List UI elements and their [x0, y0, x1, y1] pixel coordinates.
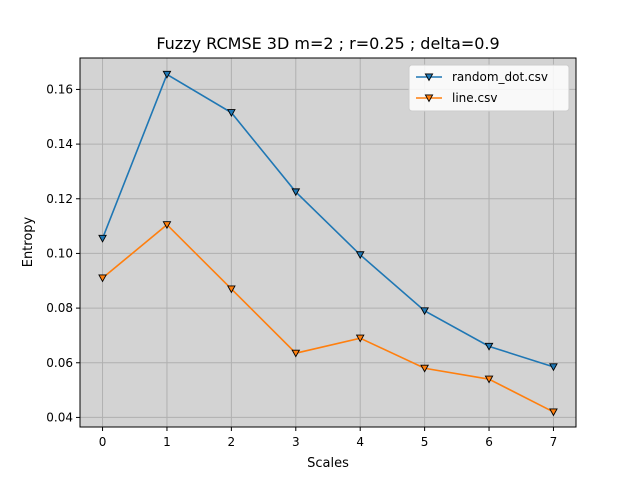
y-tick-label: 0.16 [46, 82, 73, 96]
legend: random_dot.csv line.csv [408, 64, 570, 112]
series-2-point [227, 285, 236, 294]
series-2-point [484, 375, 494, 384]
x-tick-label: 2 [228, 435, 236, 449]
legend-box [408, 64, 570, 112]
y-tick-label: 0.08 [46, 301, 73, 315]
series-1-point [291, 188, 301, 197]
series-1-point [227, 109, 236, 118]
series-1-point [420, 307, 429, 316]
grid [80, 58, 576, 427]
series-2-point [420, 364, 429, 373]
y-tick-label: 0.12 [46, 192, 73, 206]
series-1-point [98, 234, 107, 243]
x-tick-label: 0 [99, 435, 107, 449]
series-2-point [162, 221, 172, 230]
y-axis-label: Entropy [21, 216, 36, 267]
legend-marker-2 [424, 94, 434, 103]
legend-marker-1 [424, 73, 434, 82]
y-tick-label: 0.06 [46, 356, 73, 370]
series-1-line [101, 73, 554, 368]
series-1-point [549, 363, 558, 372]
x-tick-label: 7 [550, 435, 558, 449]
series-2-point [98, 274, 107, 283]
series-1-point [484, 342, 494, 351]
legend-label-2: line.csv [452, 91, 497, 105]
y-tick-label: 0.10 [46, 246, 73, 260]
series-2-line [102, 223, 554, 413]
plot-frame [79, 57, 577, 428]
chart-title: Fuzzy RCMSE 3D m=2 ; r=0.25 ; delta=0.9 [156, 34, 499, 53]
series-1-point [355, 251, 365, 260]
x-tick-label: 5 [421, 435, 429, 449]
x-tick-label: 1 [163, 435, 171, 449]
series-2-point [355, 334, 365, 343]
x-tick-label: 3 [292, 435, 300, 449]
series-2-point [549, 408, 558, 417]
series-2-point [291, 349, 301, 358]
axis-ticks: 0 1 2 3 4 5 6 7 0.04 0.06 0.08 0.10 0.12 0.14 0.16 [46, 82, 557, 449]
series-1-point [162, 70, 172, 79]
x-tick-label: 6 [485, 435, 493, 449]
x-tick-label: 4 [356, 435, 364, 449]
y-tick-label: 0.14 [46, 137, 73, 151]
legend-label-1: random_dot.csv [452, 70, 548, 84]
series-lines [98, 70, 558, 417]
plot-area [80, 58, 576, 427]
y-tick-label: 0.04 [46, 410, 73, 424]
x-axis-label: Scales [307, 456, 349, 471]
